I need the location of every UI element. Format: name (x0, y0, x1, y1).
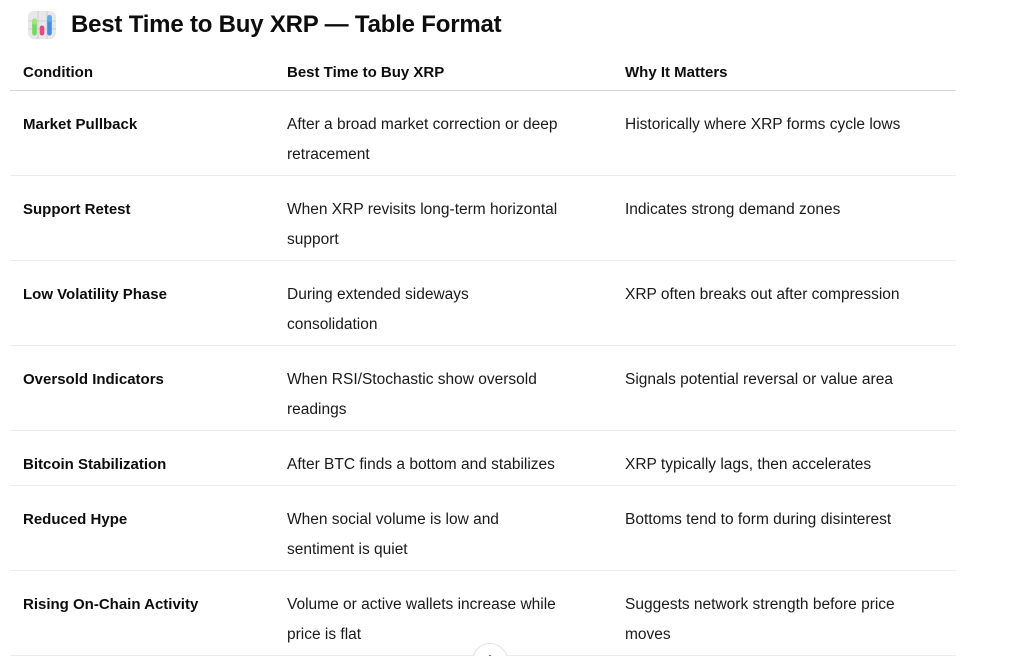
cell-condition: Low Volatility Phase (10, 260, 287, 346)
cell-why: XRP typically lags, then accelerates (625, 430, 956, 486)
table-header-row: Condition Best Time to Buy XRP Why It Ma… (10, 56, 956, 91)
arrow-down-icon (481, 652, 499, 656)
cell-best-time: When XRP revisits long-term horizontal s… (287, 175, 625, 261)
cell-why: XRP often breaks out after compression (625, 260, 956, 346)
cell-why: Bottoms tend to form during disinterest (625, 485, 956, 571)
cell-best-time: After BTC finds a bottom and stabilizes (287, 430, 625, 486)
cell-condition: Market Pullback (10, 90, 287, 176)
cell-why: Suggests network strength before price m… (625, 570, 956, 656)
column-header-best-time: Best Time to Buy XRP (287, 56, 625, 91)
table-row: Market Pullback After a broad market cor… (10, 90, 956, 176)
xrp-buy-table: Condition Best Time to Buy XRP Why It Ma… (10, 56, 956, 656)
table-row: Bitcoin Stabilization After BTC finds a … (10, 430, 956, 486)
column-header-why-it-matters: Why It Matters (625, 56, 956, 91)
table-row: Rising On-Chain Activity Volume or activ… (10, 570, 956, 656)
cell-condition: Support Retest (10, 175, 287, 261)
cell-condition: Bitcoin Stabilization (10, 430, 287, 486)
cell-why: Indicates strong demand zones (625, 175, 956, 261)
cell-best-time: During extended sideways consolidation (287, 260, 625, 346)
page-title-text: Best Time to Buy XRP — Table Format (71, 11, 502, 38)
column-header-condition: Condition (10, 56, 287, 91)
cell-condition: Rising On-Chain Activity (10, 570, 287, 656)
table-row: Reduced Hype When social volume is low a… (10, 485, 956, 571)
page-title: Best Time to Buy XRP — Table Format (27, 10, 502, 40)
cell-condition: Oversold Indicators (10, 345, 287, 431)
cell-why: Historically where XRP forms cycle lows (625, 90, 956, 176)
cell-best-time: When social volume is low and sentiment … (287, 485, 625, 571)
table-row: Support Retest When XRP revisits long-te… (10, 175, 956, 261)
table-row: Oversold Indicators When RSI/Stochastic … (10, 345, 956, 431)
table-row: Low Volatility Phase During extended sid… (10, 260, 956, 346)
bar-chart-icon (27, 10, 57, 40)
cell-best-time: Volume or active wallets increase while … (287, 570, 625, 656)
cell-best-time: After a broad market correction or deep … (287, 90, 625, 176)
cell-condition: Reduced Hype (10, 485, 287, 571)
cell-why: Signals potential reversal or value area (625, 345, 956, 431)
cell-best-time: When RSI/Stochastic show oversold readin… (287, 345, 625, 431)
